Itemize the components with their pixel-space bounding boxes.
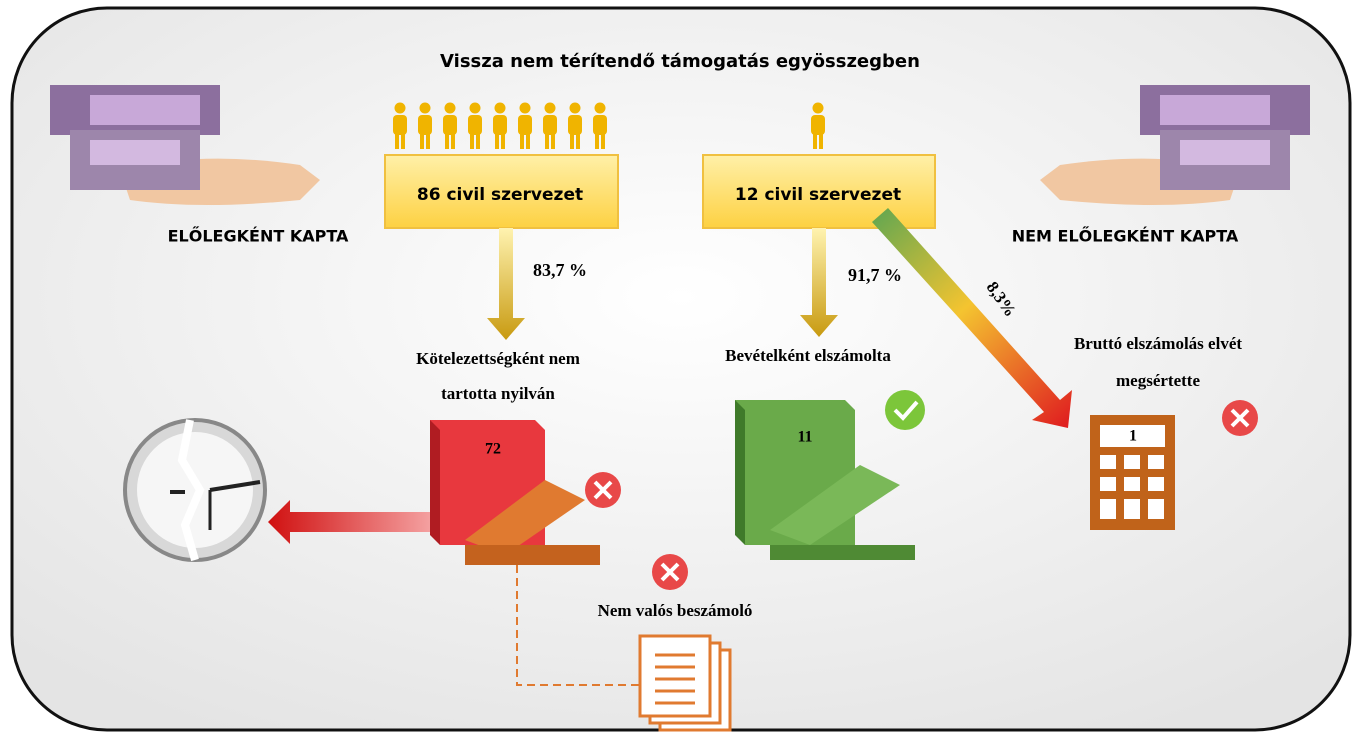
calculator-count: 1: [1129, 428, 1137, 445]
heading-right: NEM ELŐLEGKÉNT KAPTA: [1012, 226, 1239, 246]
violation-line2: megsértette: [1116, 371, 1200, 390]
title: Vissza nem térítendő támogatás egyösszeg…: [440, 51, 920, 72]
folder-green-count: 11: [797, 429, 812, 446]
box-left-label: 86 civil szervezet: [417, 185, 583, 205]
outcome-right: Bevételként elszámolta: [725, 346, 891, 365]
outcome-left-line1: Kötelezettségként nem: [416, 349, 580, 368]
outcome-left-line2: tartotta nyilván: [441, 384, 555, 403]
page: {"title":"Vissza nem térítendő támogatás…: [0, 0, 1361, 740]
x-icon: [652, 554, 688, 590]
percent-right: 91,7 %: [848, 265, 902, 285]
violation-line1: Bruttó elszámolás elvét: [1074, 334, 1242, 353]
document-icon: [640, 636, 730, 730]
x-icon: [1222, 400, 1258, 436]
percent-left: 83,7 %: [533, 260, 587, 280]
diagram: Vissza nem térítendő támogatás egyösszeg…: [0, 0, 1361, 740]
folder-red-count: 72: [485, 441, 501, 458]
check-icon: [885, 390, 925, 430]
clock-broken: [125, 420, 265, 560]
x-icon: [585, 472, 621, 508]
report-label: Nem valós beszámoló: [598, 601, 753, 620]
heading-left: ELŐLEGKÉNT KAPTA: [168, 226, 349, 246]
box-right-label: 12 civil szervezet: [735, 185, 901, 205]
